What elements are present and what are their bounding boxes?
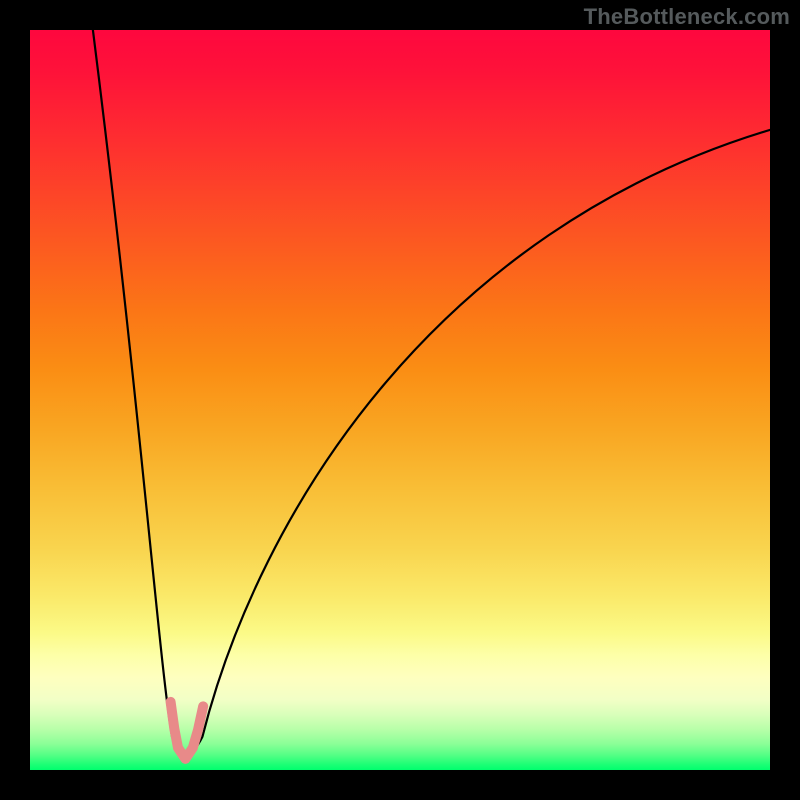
watermark-label: TheBottleneck.com (584, 4, 790, 30)
chart-container: TheBottleneck.com (0, 0, 800, 800)
bottleneck-chart (0, 0, 800, 800)
plot-background (30, 30, 770, 770)
